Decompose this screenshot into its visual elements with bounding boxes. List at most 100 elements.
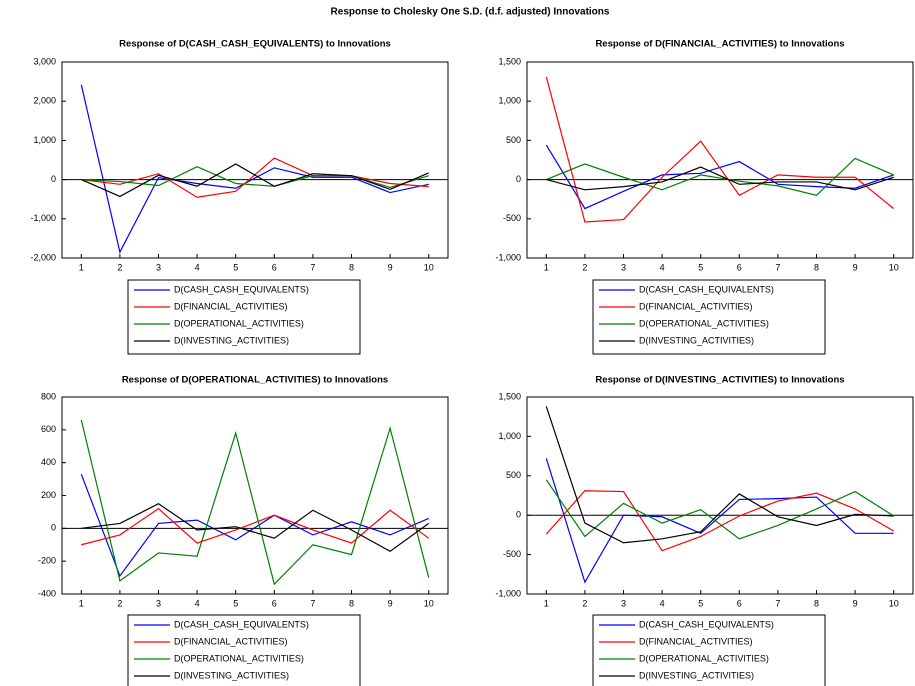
series-line: [81, 503, 430, 553]
x-tick-label: 5: [233, 598, 238, 608]
subplot-title: Response of D(INVESTING_ACTIVITIES) to I…: [595, 375, 844, 386]
legend-label: D(FINANCIAL_ACTIVITIES): [174, 636, 288, 646]
series-line: [545, 458, 894, 584]
x-tick-label: 4: [195, 262, 200, 272]
y-tick-label: 3,000: [33, 56, 56, 66]
x-tick-label: 1: [79, 598, 84, 608]
legend-label: D(INVESTING_ACTIVITIES): [639, 670, 754, 680]
x-tick-label: 2: [117, 598, 122, 608]
series-line: [81, 507, 430, 546]
x-tick-label: 8: [349, 598, 354, 608]
x-tick-label: 6: [272, 598, 277, 608]
x-tick-label: 1: [79, 262, 84, 272]
x-tick-label: 2: [582, 598, 587, 608]
y-tick-label: -200: [38, 556, 56, 566]
y-tick-label: -500: [503, 213, 521, 223]
x-tick-label: 1: [544, 262, 549, 272]
plot-frame: [526, 61, 914, 259]
series-line: [546, 166, 894, 191]
x-tick-label: 9: [388, 598, 393, 608]
y-tick-label: 1,500: [498, 391, 521, 401]
legend-label: D(INVESTING_ACTIVITIES): [174, 335, 289, 345]
series-line: [545, 490, 894, 552]
x-tick-label: 4: [195, 598, 200, 608]
figure-title: Response to Cholesky One S.D. (d.f. adju…: [331, 7, 610, 18]
legend-label: D(CASH_CASH_EQUIVALENTS): [174, 284, 309, 294]
x-tick-label: 10: [424, 262, 434, 272]
legend-box: [592, 279, 826, 355]
x-tick-label: 9: [853, 262, 858, 272]
y-tick-label: 0: [51, 523, 56, 533]
legend-label: D(CASH_CASH_EQUIVALENTS): [639, 619, 774, 629]
series-line: [80, 84, 429, 254]
series-line: [546, 157, 894, 196]
plot-frame: [61, 61, 449, 259]
legend-label: D(INVESTING_ACTIVITIES): [174, 670, 289, 680]
y-tick-label: -1,000: [495, 252, 521, 262]
x-tick-label: 8: [349, 262, 354, 272]
y-tick-label: 800: [41, 391, 56, 401]
x-tick-label: 7: [310, 262, 315, 272]
legend-label: D(FINANCIAL_ACTIVITIES): [639, 636, 753, 646]
y-tick-label: 1,000: [33, 135, 56, 145]
y-tick-label: -400: [38, 588, 56, 598]
legend-label: D(CASH_CASH_EQUIVALENTS): [639, 284, 774, 294]
subplot-title: Response of D(OPERATIONAL_ACTIVITIES) to…: [122, 375, 388, 386]
series-line: [80, 419, 430, 586]
y-tick-label: -500: [503, 549, 521, 559]
x-tick-label: 10: [424, 598, 434, 608]
y-tick-label: 500: [506, 470, 521, 480]
x-tick-label: 7: [775, 262, 780, 272]
subplot-title: Response of D(CASH_CASH_EQUIVALENTS) to …: [119, 39, 391, 50]
y-tick-label: 200: [41, 490, 56, 500]
plot-frame: [526, 396, 914, 595]
series-line: [545, 406, 894, 544]
x-tick-label: 5: [698, 598, 703, 608]
x-tick-label: 1: [544, 598, 549, 608]
legend-label: D(OPERATIONAL_ACTIVITIES): [174, 653, 304, 663]
x-tick-label: 3: [621, 598, 626, 608]
x-tick-label: 2: [582, 262, 587, 272]
y-tick-label: -2,000: [30, 252, 56, 262]
legend-label: D(FINANCIAL_ACTIVITIES): [639, 301, 753, 311]
x-tick-label: 2: [117, 262, 122, 272]
x-tick-label: 8: [814, 598, 819, 608]
y-tick-label: 400: [41, 457, 56, 467]
y-tick-label: 1,000: [498, 96, 521, 106]
x-tick-label: 9: [853, 598, 858, 608]
legend-box: [127, 279, 361, 355]
y-tick-label: 0: [516, 174, 521, 184]
x-tick-label: 5: [698, 262, 703, 272]
series-line: [545, 76, 895, 223]
y-tick-label: 500: [506, 135, 521, 145]
legend-label: D(OPERATIONAL_ACTIVITIES): [174, 318, 304, 328]
series-line: [80, 473, 429, 578]
series-line: [545, 479, 895, 540]
x-tick-label: 9: [388, 262, 393, 272]
series-line: [81, 163, 429, 198]
x-tick-label: 8: [814, 262, 819, 272]
subplot-title: Response of D(FINANCIAL_ACTIVITIES) to I…: [595, 39, 844, 50]
legend-label: D(FINANCIAL_ACTIVITIES): [174, 301, 288, 311]
y-tick-label: 2,000: [33, 96, 56, 106]
y-tick-label: -1,000: [495, 588, 521, 598]
legend-label: D(OPERATIONAL_ACTIVITIES): [639, 653, 769, 663]
y-tick-label: -1,000: [30, 213, 56, 223]
legend-label: D(OPERATIONAL_ACTIVITIES): [639, 318, 769, 328]
legend-box: [127, 614, 361, 686]
series-line: [81, 166, 429, 189]
x-tick-label: 6: [737, 598, 742, 608]
x-tick-label: 3: [156, 262, 161, 272]
y-tick-label: 0: [516, 510, 521, 520]
legend-label: D(INVESTING_ACTIVITIES): [639, 335, 754, 345]
x-tick-label: 7: [310, 598, 315, 608]
x-tick-label: 4: [660, 598, 665, 608]
y-tick-label: 1,500: [498, 56, 521, 66]
x-tick-label: 10: [889, 262, 899, 272]
x-tick-label: 4: [660, 262, 665, 272]
x-tick-label: 10: [889, 598, 899, 608]
legend-box: [592, 614, 826, 686]
x-tick-label: 6: [737, 262, 742, 272]
